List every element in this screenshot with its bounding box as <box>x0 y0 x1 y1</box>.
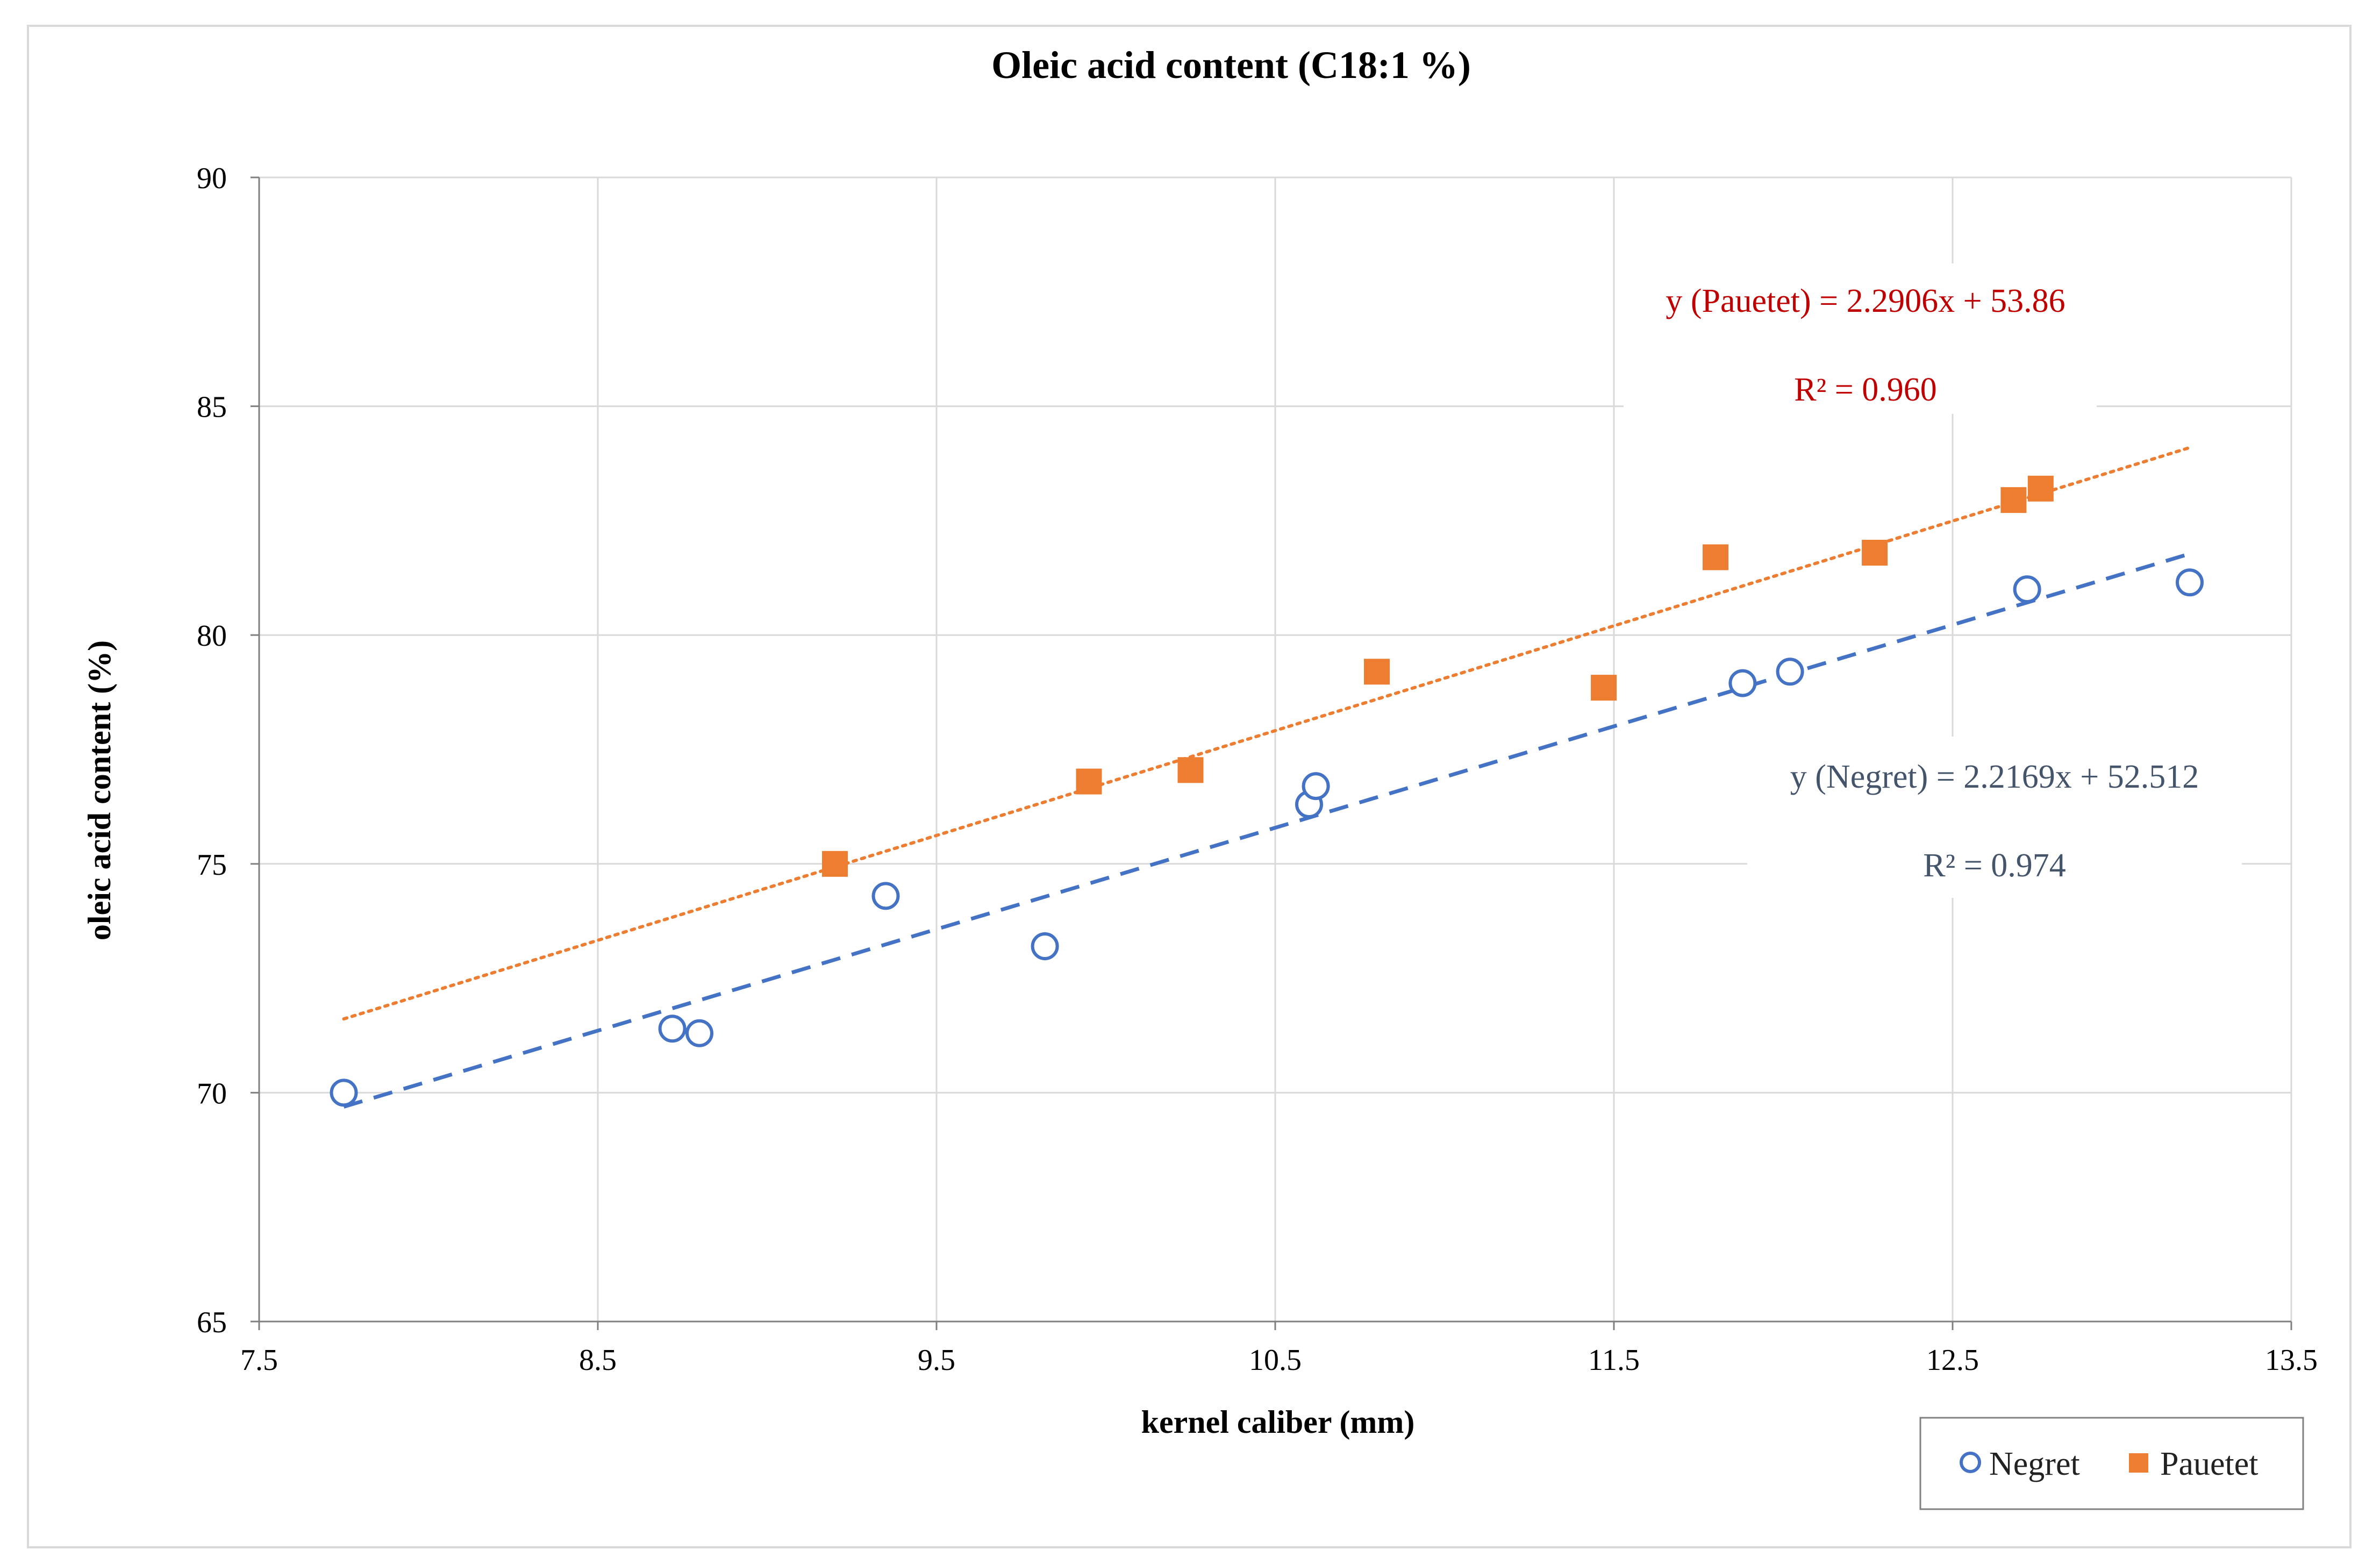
x-tick-label: 13.5 <box>2265 1344 2318 1377</box>
pauetet-point <box>2000 487 2027 513</box>
legend-pauetet-label: Pauetet <box>2160 1446 2259 1482</box>
x-tick-label: 12.5 <box>1926 1344 1979 1377</box>
negret-point <box>658 1015 687 1043</box>
y-tick-label: 70 <box>197 1077 227 1110</box>
pauetet-point <box>1177 757 1204 783</box>
pauetet-equation: y (Pauetet) = 2.2906x + 53.86 <box>1666 283 2065 319</box>
pauetet-r2: R² = 0.960 <box>1794 372 1936 408</box>
negret-point <box>1302 772 1330 801</box>
y-tick-label: 90 <box>197 162 227 195</box>
y-tick-label: 75 <box>197 848 227 882</box>
y-axis-title: oleic acid content (%) <box>82 640 117 940</box>
x-tick-label: 9.5 <box>918 1344 955 1377</box>
gridlines <box>259 176 2292 1322</box>
pauetet-point <box>1591 675 1617 701</box>
legend-box <box>1919 1417 2304 1510</box>
x-axis-title: kernel caliber (mm) <box>1141 1404 1415 1440</box>
chart-title: Oleic acid content (C18:1 %) <box>991 44 1471 87</box>
legend: Negret Pauetet <box>1919 1417 2304 1510</box>
y-tick-label: 85 <box>197 391 227 424</box>
negret-point <box>1031 932 1059 961</box>
negret-point <box>330 1079 358 1107</box>
negret-point <box>871 882 900 910</box>
legend-negret-marker <box>1960 1452 1981 1473</box>
y-axis-ticks: 65 70 75 80 85 90 <box>197 162 259 1339</box>
negret-point <box>1776 658 1804 686</box>
pauetet-point <box>1862 539 1888 566</box>
x-tick-label: 11.5 <box>1588 1344 1640 1377</box>
pauetet-point <box>1076 768 1102 795</box>
negret-point <box>1728 669 1757 697</box>
pauetet-point <box>2027 475 2054 502</box>
pauetet-label-bg <box>1624 263 2097 414</box>
legend-negret-label: Negret <box>1989 1446 2080 1482</box>
y-tick-label: 80 <box>197 619 227 653</box>
negret-r2: R² = 0.974 <box>1923 847 2065 884</box>
x-tick-label: 10.5 <box>1249 1344 1302 1377</box>
pauetet-point <box>1364 659 1390 685</box>
data-points <box>330 475 2204 1107</box>
legend-pauetet-marker <box>2129 1453 2148 1473</box>
negret-point <box>2176 568 2204 597</box>
y-tick-label: 65 <box>197 1306 227 1339</box>
pauetet-point <box>1703 544 1728 570</box>
negret-trendline <box>343 552 2191 1109</box>
x-tick-label: 7.5 <box>240 1344 278 1377</box>
x-tick-label: 8.5 <box>579 1344 617 1377</box>
negret-equation: y (Negret) = 2.2169x + 52.512 <box>1790 759 2199 795</box>
negret-point <box>2013 575 2041 604</box>
x-axis-ticks: 7.5 8.5 9.5 10.5 11.5 12.5 13.5 <box>240 1322 2318 1377</box>
pauetet-point <box>822 851 848 877</box>
negret-point <box>685 1019 713 1047</box>
negret-label-bg <box>1747 737 2242 898</box>
